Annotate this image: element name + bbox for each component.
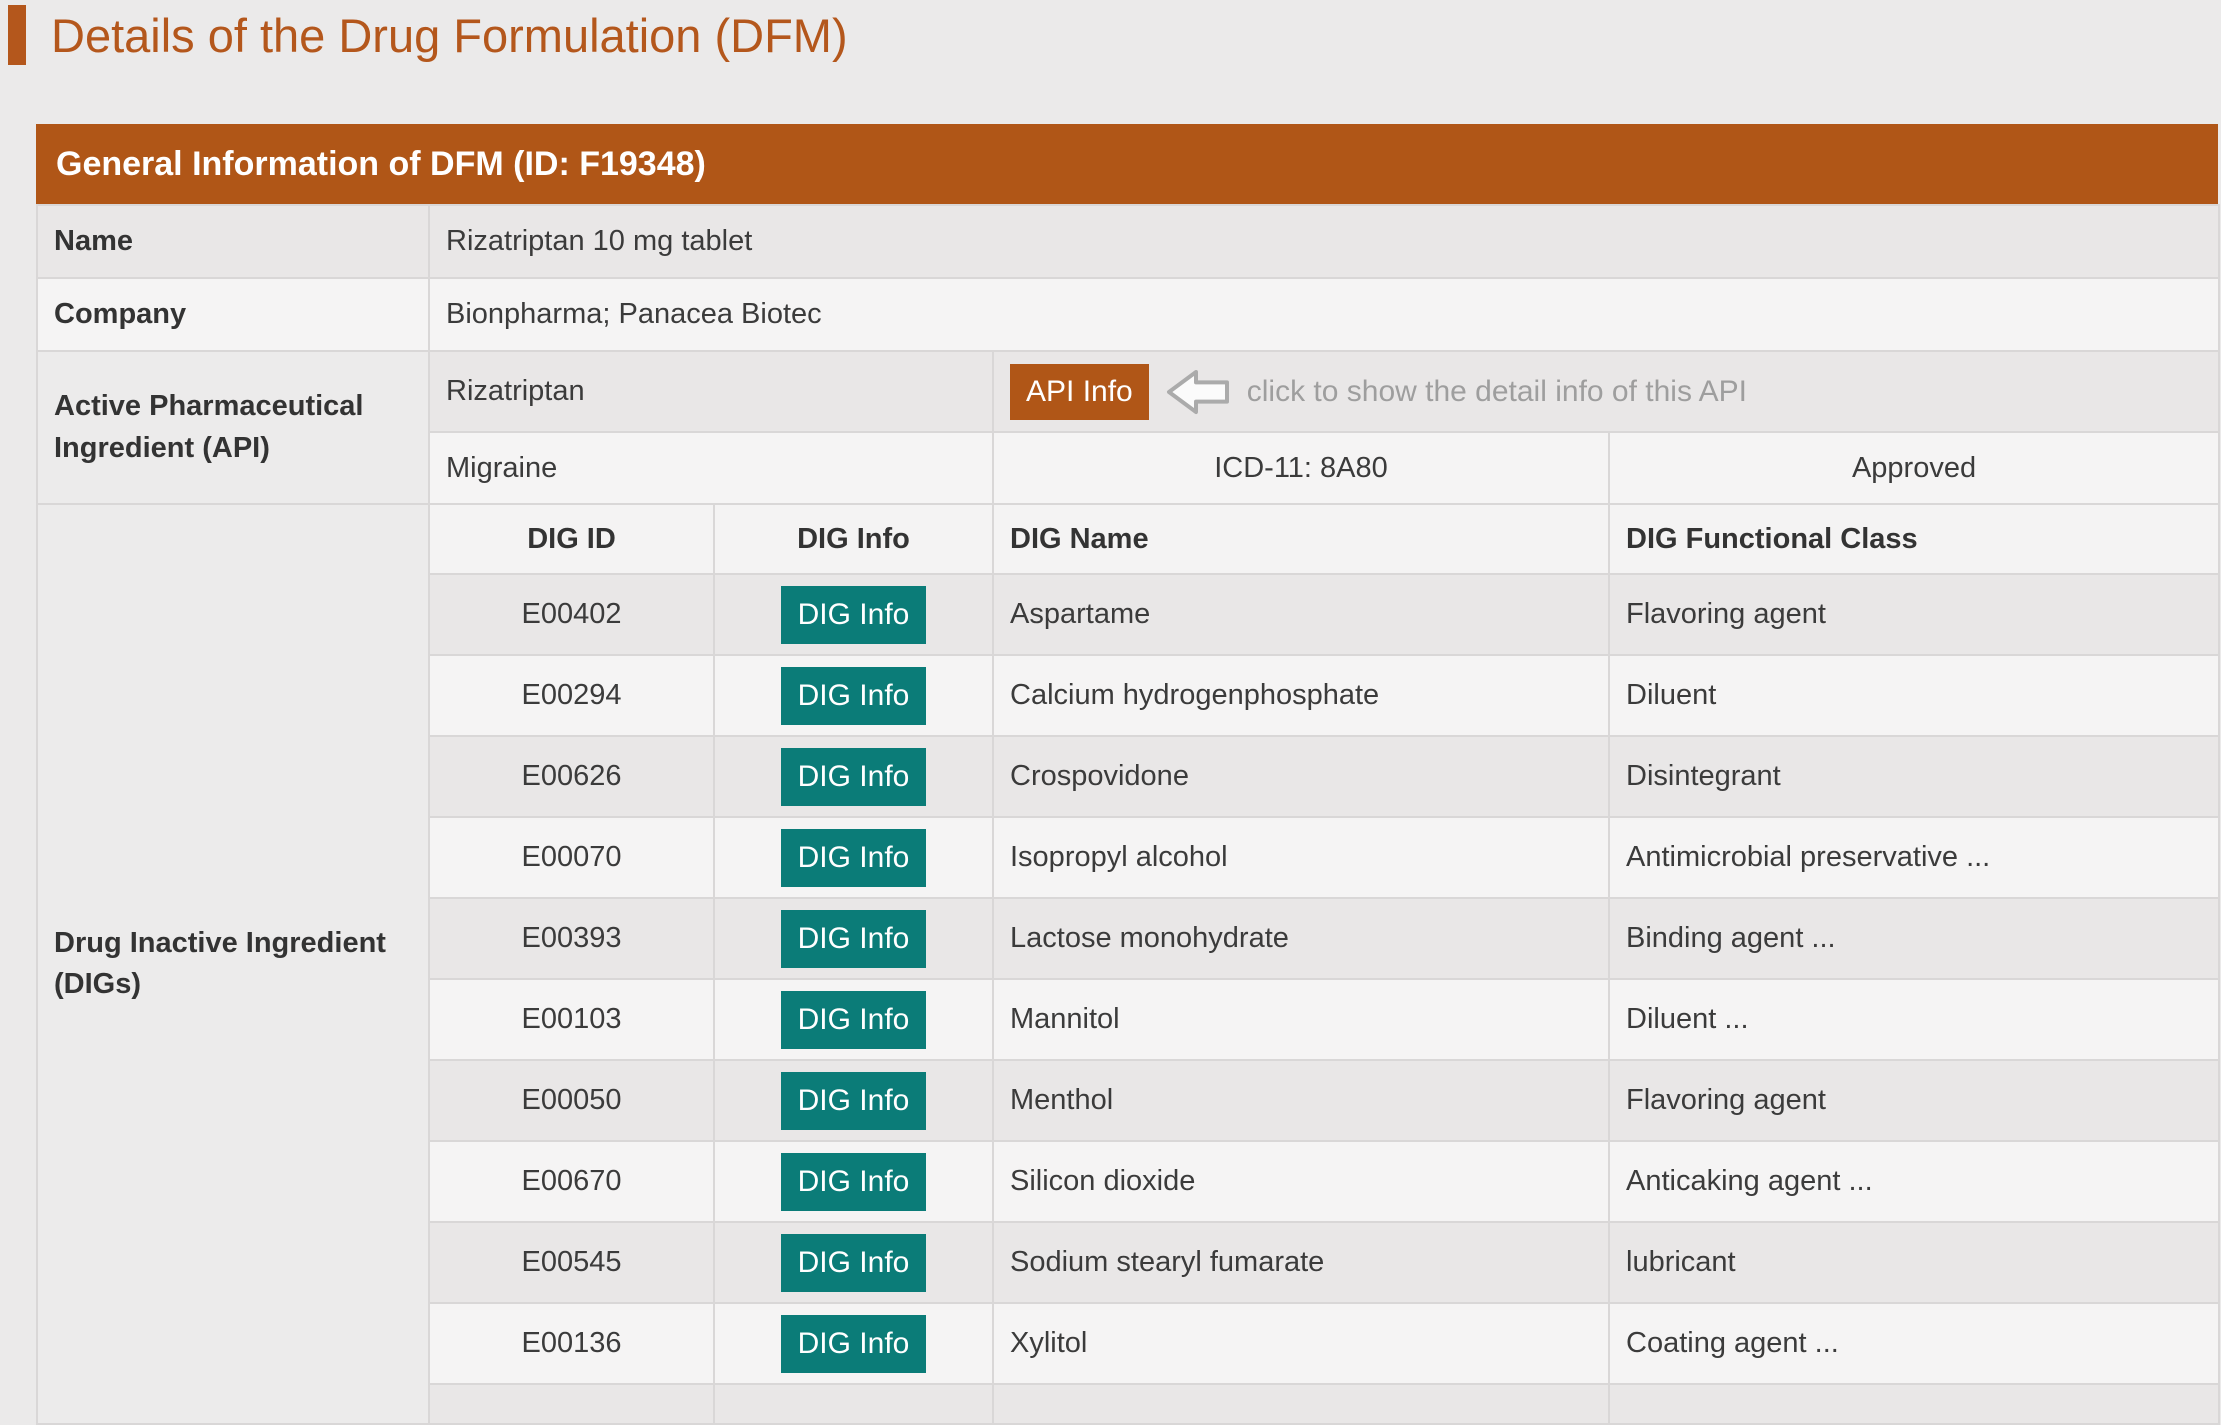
dig-id-value: E00626 xyxy=(428,735,715,818)
api-info-button[interactable]: API Info xyxy=(1010,363,1149,420)
dig-name-value: Xylitol xyxy=(992,1302,1610,1385)
page-title: Details of the Drug Formulation (DFM) xyxy=(51,8,848,62)
indication-value: Migraine xyxy=(428,431,994,505)
dig-func-value: Binding agent ... xyxy=(1607,897,2221,980)
panel-header: General Information of DFM (ID: F19348) xyxy=(36,124,2218,204)
dig-info-cell: DIG Info xyxy=(713,897,994,980)
dig-id-value: E00070 xyxy=(428,816,715,899)
dig-info-button[interactable]: DIG Info xyxy=(780,1233,927,1292)
dig-name-value: Lactose monohydrate xyxy=(992,897,1610,980)
dig-info-button[interactable]: DIG Info xyxy=(780,585,927,644)
dig-info-button[interactable]: DIG Info xyxy=(780,1314,927,1373)
company-label: Company xyxy=(36,277,430,352)
dig-func-value: lubricant xyxy=(1607,1221,2221,1304)
dig-info-button[interactable]: DIG Info xyxy=(780,909,927,968)
dig-id-value: E00393 xyxy=(428,897,715,980)
table-row: Active Pharmaceutical Ingredient (API) R… xyxy=(36,350,2221,505)
table-row: Name Rizatriptan 10 mg tablet xyxy=(36,204,2221,279)
company-value: Bionpharma; Panacea Biotec xyxy=(427,277,2221,352)
dig-info-button[interactable]: DIG Info xyxy=(780,666,927,725)
dig-id-value: E00103 xyxy=(428,978,715,1061)
name-value: Rizatriptan 10 mg tablet xyxy=(427,204,2221,279)
dig-info-cell: DIG Info xyxy=(713,1221,994,1304)
col-header-dig-func: DIG Functional Class xyxy=(1607,503,2221,575)
dig-table-header-row: Drug Inactive Ingredient (DIGs) DIG ID D… xyxy=(36,503,2221,1425)
col-header-dig-name: DIG Name xyxy=(992,503,1610,575)
dig-info-cell: DIG Info xyxy=(713,978,994,1061)
dig-id-value: E00050 xyxy=(428,1059,715,1142)
dig-info-button[interactable]: DIG Info xyxy=(780,990,927,1049)
table-row: Company Bionpharma; Panacea Biotec xyxy=(36,277,2221,352)
dig-func-value: Diluent xyxy=(1607,654,2221,737)
dig-func-value: Flavoring agent xyxy=(1607,573,2221,656)
dig-info-cell: DIG Info xyxy=(713,573,994,656)
dig-name-value: Crospovidone xyxy=(992,735,1610,818)
api-label: Active Pharmaceutical Ingredient (API) xyxy=(36,350,430,505)
dig-info-button[interactable]: DIG Info xyxy=(780,828,927,887)
dig-info-cell: DIG Info xyxy=(713,1140,994,1223)
name-label: Name xyxy=(36,204,430,279)
dig-id-value: E00402 xyxy=(428,573,715,656)
icd-code-value: ICD-11: 8A80 xyxy=(992,431,1610,505)
general-info-panel: General Information of DFM (ID: F19348) … xyxy=(36,124,2221,1425)
dig-label: Drug Inactive Ingredient (DIGs) xyxy=(36,503,430,1425)
dig-func-value: Anticaking agent ... xyxy=(1607,1140,2221,1223)
dig-table-row: E00402 DIG Info Aspartame Flavoring agen… xyxy=(37,573,2221,656)
col-header-dig-info: DIG Info xyxy=(713,503,994,575)
dig-info-button[interactable]: DIG Info xyxy=(780,747,927,806)
dig-name-value: Silicon dioxide xyxy=(992,1140,1610,1223)
dig-id-value: E00670 xyxy=(428,1140,715,1223)
dig-info-cell: DIG Info xyxy=(713,1302,994,1385)
api-name-value: Rizatriptan xyxy=(428,350,994,433)
dig-func-value: Disintegrant xyxy=(1607,735,2221,818)
general-info-table: Name Rizatriptan 10 mg tablet Company Bi… xyxy=(36,204,2221,1425)
dig-func-value: Coating agent ... xyxy=(1607,1302,2221,1385)
api-info-hint: click to show the detail info of this AP… xyxy=(1246,374,1747,408)
dig-id-value: E00136 xyxy=(428,1302,715,1385)
dig-id-value: E00294 xyxy=(428,654,715,737)
dig-name-value: Isopropyl alcohol xyxy=(992,816,1610,899)
approval-status: Approved xyxy=(1607,431,2221,505)
api-info-cell: API Info click to show the detail info o… xyxy=(991,350,2221,433)
dig-id-value: E00545 xyxy=(428,1221,715,1304)
dig-info-cell: DIG Info xyxy=(713,654,994,737)
dig-name-value: Calcium hydrogenphosphate xyxy=(992,654,1610,737)
dig-func-value: Antimicrobial preservative ... xyxy=(1607,816,2221,899)
left-arrow-icon xyxy=(1165,368,1231,416)
dig-info-cell: DIG Info xyxy=(713,1059,994,1142)
dig-name-value: Menthol xyxy=(992,1059,1610,1142)
dig-func-value: Flavoring agent xyxy=(1607,1059,2221,1142)
page-title-row: Details of the Drug Formulation (DFM) xyxy=(0,0,2221,65)
dig-name-value: Mannitol xyxy=(992,978,1610,1061)
dig-name-value: Aspartame xyxy=(992,573,1610,656)
col-header-dig-id: DIG ID xyxy=(428,503,715,575)
dig-name-value: Sodium stearyl fumarate xyxy=(992,1221,1610,1304)
dig-info-button[interactable]: DIG Info xyxy=(780,1152,927,1211)
dig-info-cell: DIG Info xyxy=(713,735,994,818)
dig-info-button[interactable]: DIG Info xyxy=(780,1071,927,1130)
dig-table-row: E00393 DIG Info Lactose monohydrate Bind… xyxy=(37,897,2221,980)
table-row: Migraine ICD-11: 8A80 Approved xyxy=(37,431,2221,505)
title-accent-bar xyxy=(8,5,26,65)
dig-info-cell: DIG Info xyxy=(713,816,994,899)
dig-func-value: Diluent ... xyxy=(1607,978,2221,1061)
